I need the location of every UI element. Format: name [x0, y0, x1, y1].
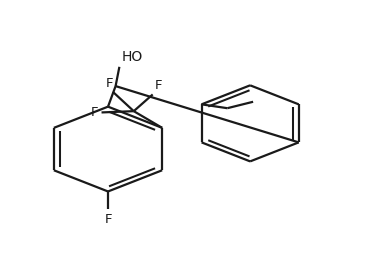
- Text: F: F: [106, 77, 114, 90]
- Text: F: F: [155, 79, 162, 93]
- Text: HO: HO: [122, 50, 143, 64]
- Text: F: F: [104, 213, 112, 226]
- Text: F: F: [91, 106, 99, 119]
